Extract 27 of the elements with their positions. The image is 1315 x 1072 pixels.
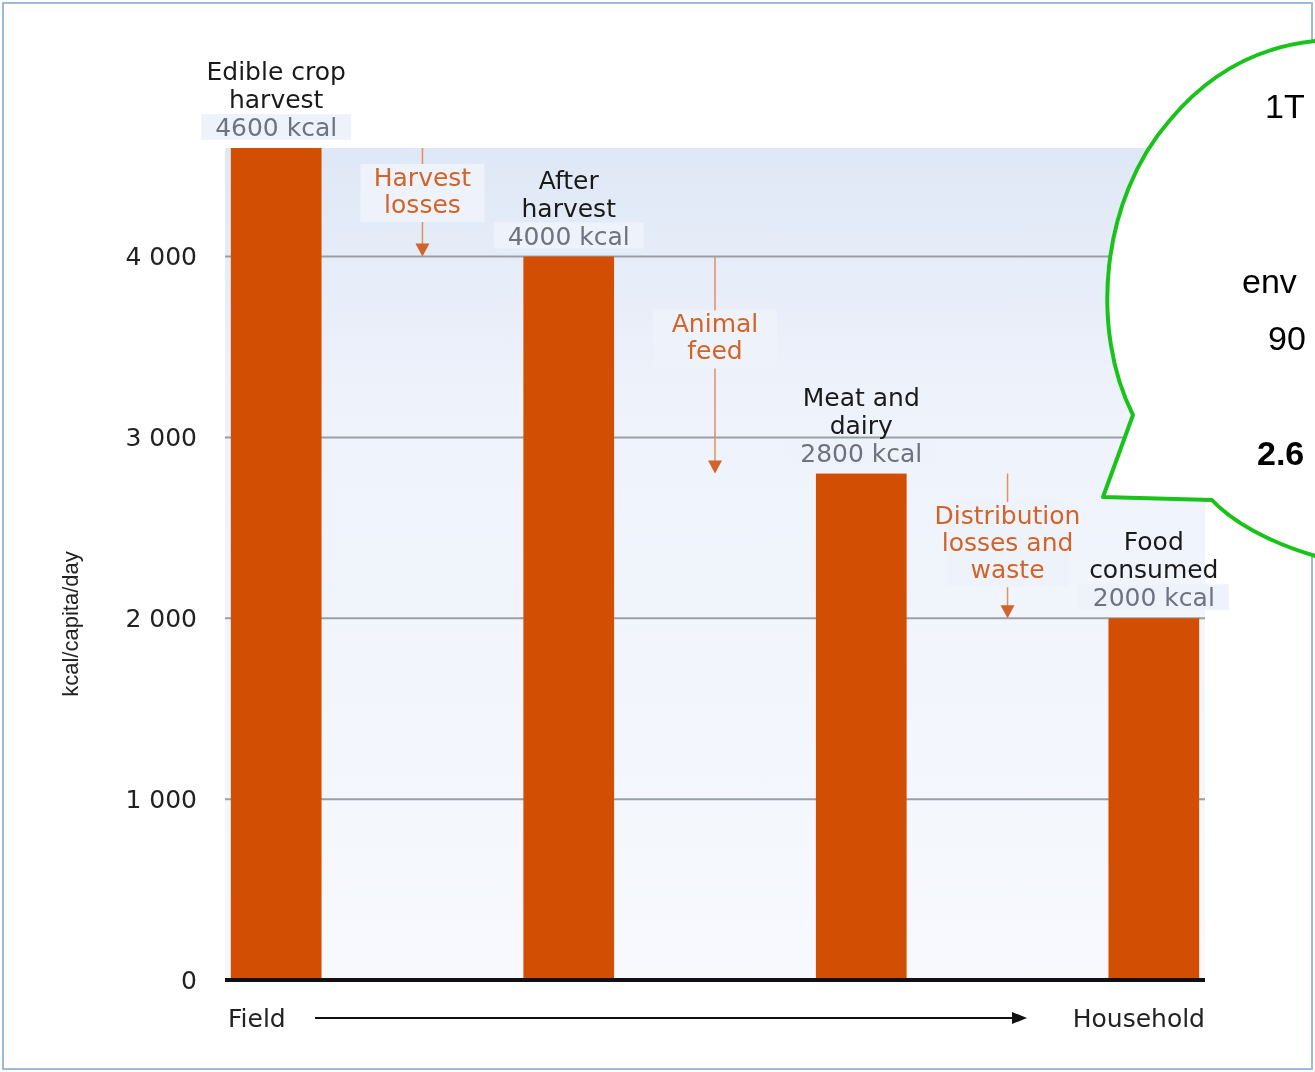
text: env xyxy=(1242,262,1297,300)
bar xyxy=(1108,618,1200,980)
text: Field xyxy=(228,1004,286,1033)
text: 1T xyxy=(1265,87,1305,125)
bar xyxy=(230,148,322,980)
y-tick-label: 2 000 xyxy=(125,604,197,634)
data-label: 4600 kcal xyxy=(215,113,338,142)
annotation: Animal feed xyxy=(671,309,759,366)
y-tick-label: 0 xyxy=(181,965,197,995)
text: Household xyxy=(1072,1004,1205,1033)
bar xyxy=(523,256,615,980)
text: 2.6 xyxy=(1257,434,1305,472)
x-tick-label: Meat and dairy xyxy=(802,382,920,440)
data-label: 2000 kcal xyxy=(1092,583,1215,613)
data-label: 4000 kcal xyxy=(507,221,630,251)
y-axis-title: kcal/capita/day xyxy=(58,551,83,697)
bar xyxy=(815,473,907,980)
x-tick-label: After harvest xyxy=(521,165,617,223)
data-label: 2800 kcal xyxy=(800,438,923,468)
text: 90 xyxy=(1268,319,1306,357)
y-tick-label: 3 000 xyxy=(125,423,197,453)
x-tick-label: Food consumed xyxy=(1089,527,1219,585)
annotation: Distribution losses and waste xyxy=(934,501,1081,585)
x-tick-label: Edible crop harvest xyxy=(206,57,346,114)
y-tick-label: 4 000 xyxy=(125,242,197,272)
annotation: Harvest losses xyxy=(373,162,472,219)
y-tick-label: 1 000 xyxy=(125,784,197,814)
